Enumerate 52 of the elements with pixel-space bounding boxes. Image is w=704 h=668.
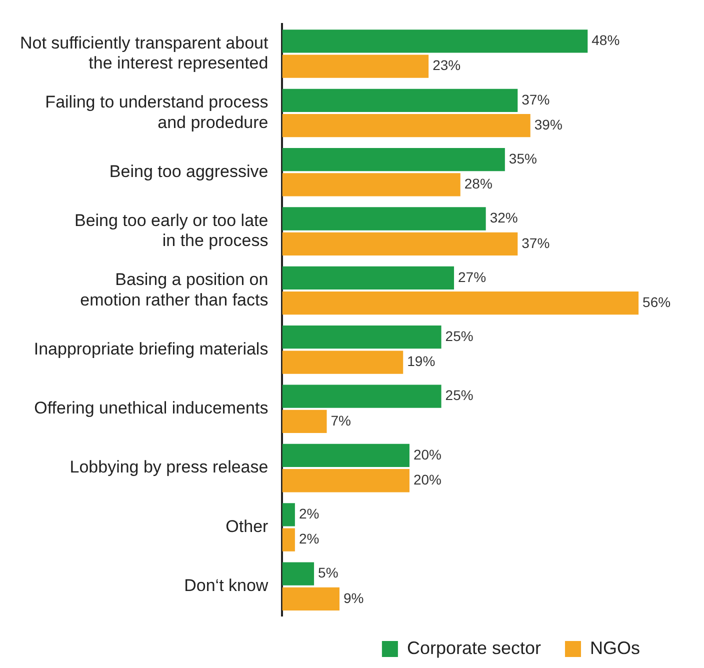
- y-tick-label: Inappropriate briefing materials: [34, 339, 268, 358]
- data-label: 19%: [407, 353, 436, 370]
- data-label: 20%: [413, 471, 442, 488]
- bar: [282, 207, 486, 230]
- bar: [282, 148, 505, 172]
- data-label: 37%: [522, 234, 550, 251]
- data-label: 32%: [490, 210, 518, 226]
- data-label: 2%: [298, 506, 320, 522]
- bar: [282, 410, 327, 434]
- data-label: 20%: [413, 446, 442, 462]
- bar: [282, 30, 588, 53]
- bar: [282, 350, 404, 374]
- bar: [282, 54, 429, 78]
- y-tick-label: Other: [226, 516, 269, 536]
- data-label: 56%: [642, 294, 671, 310]
- data-label: 28%: [464, 176, 492, 192]
- y-tick-label: Offering unethical inducements: [34, 398, 268, 418]
- bar: [282, 114, 530, 138]
- bar: [282, 232, 518, 256]
- legend-label: Corporate sector: [406, 638, 542, 658]
- y-tick-label: Don‘t know: [184, 576, 269, 596]
- y-tick-label: Basing a position on emotion rather than facts: [80, 270, 268, 310]
- bar: [282, 173, 460, 196]
- bar: [282, 292, 639, 315]
- y-tick-label: Failing to understand process and prodedure: [45, 92, 268, 132]
- y-tick-label: Being too aggressive: [109, 162, 268, 181]
- data-label: 9%: [343, 590, 364, 606]
- y-tick-label: Being too early or too late in the process: [74, 210, 268, 250]
- bar: [282, 562, 314, 586]
- data-label: 48%: [592, 32, 620, 48]
- bar: [282, 469, 410, 492]
- bar: [282, 587, 340, 611]
- data-label: 25%: [445, 387, 474, 404]
- data-label: 37%: [522, 91, 550, 108]
- data-label: 25%: [445, 328, 474, 344]
- y-tick-label: Lobbying by press release: [70, 458, 268, 477]
- data-label: 23%: [432, 57, 461, 74]
- bar: [282, 88, 518, 112]
- legend-label: NGOs: [590, 638, 640, 658]
- bar: [282, 528, 295, 552]
- bar: [282, 503, 295, 526]
- data-label: 2%: [298, 530, 320, 547]
- data-label: 39%: [534, 116, 562, 132]
- bar: [282, 384, 442, 408]
- bar: [282, 266, 454, 290]
- data-label: 35%: [508, 150, 537, 166]
- bar: [282, 326, 442, 349]
- data-label: 5%: [318, 564, 338, 581]
- bar: [282, 444, 410, 468]
- y-tick-label: Not sufficiently transparent about the interest represented: [20, 33, 268, 73]
- data-label: 7%: [330, 412, 351, 428]
- data-label: 27%: [458, 268, 486, 285]
